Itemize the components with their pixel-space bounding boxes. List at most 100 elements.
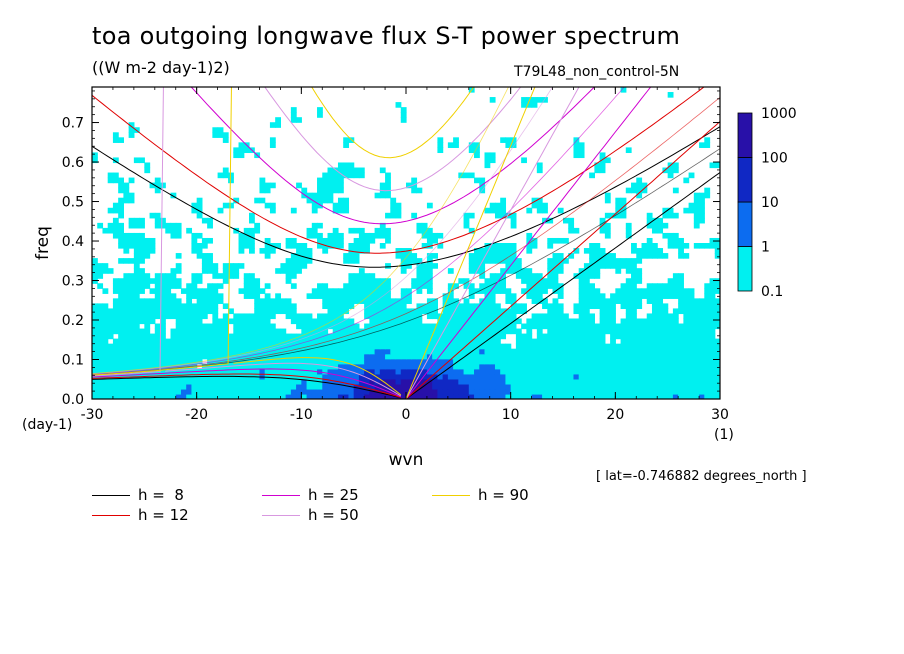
spectrum-cell bbox=[667, 358, 674, 365]
spectrum-cell bbox=[510, 363, 517, 370]
spectrum-cell bbox=[479, 253, 486, 259]
spectrum-cell bbox=[474, 373, 480, 380]
spectrum-cell bbox=[657, 227, 664, 234]
spectrum-cell bbox=[264, 333, 271, 340]
spectrum-cell bbox=[290, 318, 297, 325]
spectrum-cell bbox=[123, 373, 130, 380]
spectrum-cell bbox=[709, 243, 716, 249]
spectrum-cell bbox=[128, 192, 135, 199]
spectrum-cell bbox=[269, 323, 276, 330]
spectrum-cell bbox=[180, 353, 187, 360]
spectrum-cell bbox=[468, 388, 475, 395]
spectrum-cell bbox=[500, 253, 507, 259]
spectrum-cell bbox=[385, 353, 391, 360]
spectrum-cell bbox=[542, 343, 548, 350]
spectrum-cell bbox=[249, 378, 255, 385]
spectrum-cell bbox=[285, 298, 292, 304]
spectrum-cell bbox=[704, 303, 711, 310]
spectrum-cell bbox=[604, 313, 611, 320]
legend-swatch-h90 bbox=[432, 495, 470, 496]
spectrum-cell bbox=[322, 248, 329, 254]
spectrum-cell bbox=[557, 388, 564, 395]
spectrum-cell bbox=[615, 298, 622, 304]
spectrum-cell bbox=[243, 147, 250, 154]
spectrum-cell bbox=[578, 152, 585, 159]
spectrum-cell bbox=[285, 263, 292, 269]
spectrum-cell bbox=[249, 318, 255, 325]
spectrum-cell bbox=[699, 207, 705, 214]
spectrum-cell bbox=[505, 318, 512, 325]
spectrum-cell bbox=[568, 388, 575, 395]
spectrum-cell bbox=[364, 363, 370, 370]
spectrum-cell bbox=[102, 353, 109, 360]
spectrum-cell bbox=[432, 237, 438, 244]
spectrum-cell bbox=[186, 303, 193, 310]
spectrum-cell bbox=[463, 358, 470, 365]
spectrum-cell bbox=[432, 338, 438, 345]
spectrum-cell bbox=[631, 333, 637, 340]
spectrum-cell bbox=[385, 298, 391, 304]
spectrum-cell bbox=[699, 313, 705, 320]
spectrum-cell bbox=[505, 373, 512, 380]
spectrum-cell bbox=[589, 298, 595, 304]
spectrum-cell bbox=[426, 358, 433, 365]
spectrum-cell bbox=[583, 358, 590, 365]
spectrum-cell bbox=[604, 303, 611, 310]
spectrum-cell bbox=[196, 248, 203, 254]
spectrum-cell bbox=[416, 227, 423, 234]
spectrum-cell bbox=[238, 323, 245, 330]
spectrum-cell bbox=[390, 343, 397, 350]
spectrum-cell bbox=[348, 283, 355, 289]
spectrum-cell bbox=[207, 217, 213, 224]
spectrum-cell bbox=[641, 318, 648, 325]
spectrum-cell bbox=[489, 202, 496, 209]
spectrum-cell bbox=[521, 278, 527, 284]
spectrum-cell bbox=[688, 393, 695, 399]
spectrum-cell bbox=[406, 298, 412, 304]
spectrum-cell bbox=[348, 172, 355, 179]
spectrum-cell bbox=[280, 328, 287, 335]
spectrum-cell bbox=[322, 182, 329, 189]
spectrum-cell bbox=[568, 348, 575, 355]
spectrum-cell bbox=[463, 313, 470, 320]
spectrum-cell bbox=[610, 338, 616, 345]
spectrum-cell bbox=[604, 308, 611, 315]
spectrum-cell bbox=[568, 373, 575, 380]
spectrum-cell bbox=[102, 268, 109, 274]
spectrum-cell bbox=[709, 283, 716, 289]
spectrum-cell bbox=[631, 338, 637, 345]
spectrum-cell bbox=[651, 373, 658, 380]
spectrum-cell bbox=[133, 253, 140, 259]
spectrum-cell bbox=[625, 373, 632, 380]
spectrum-cell bbox=[400, 393, 407, 399]
spectrum-cell bbox=[191, 348, 198, 355]
spectrum-cell bbox=[688, 363, 695, 370]
spectrum-cell bbox=[552, 237, 559, 244]
spectrum-cell bbox=[348, 253, 355, 259]
spectrum-cell bbox=[557, 283, 564, 289]
spectrum-cell bbox=[714, 248, 720, 254]
spectrum-cell bbox=[112, 298, 119, 304]
spectrum-cell bbox=[505, 293, 512, 299]
spectrum-cell bbox=[521, 363, 527, 370]
spectrum-cell bbox=[269, 378, 276, 385]
spectrum-cell bbox=[610, 378, 616, 385]
spectrum-cell bbox=[186, 338, 193, 345]
spectrum-cell bbox=[364, 353, 370, 360]
spectrum-cell bbox=[426, 278, 433, 284]
spectrum-cell bbox=[521, 323, 527, 330]
spectrum-cell bbox=[337, 328, 344, 335]
spectrum-cell bbox=[207, 323, 213, 330]
spectrum-cell bbox=[521, 102, 527, 108]
spectrum-cell bbox=[463, 363, 470, 370]
spectrum-cell bbox=[170, 268, 177, 274]
spectrum-cell bbox=[709, 358, 716, 365]
spectrum-cell bbox=[453, 383, 459, 390]
spectrum-cell bbox=[557, 383, 564, 390]
spectrum-cell bbox=[693, 393, 700, 399]
spectrum-cell bbox=[704, 363, 711, 370]
spectrum-cell bbox=[306, 348, 313, 355]
spectrum-cell bbox=[290, 243, 297, 249]
spectrum-cell bbox=[468, 323, 475, 330]
spectrum-cell bbox=[364, 373, 370, 380]
